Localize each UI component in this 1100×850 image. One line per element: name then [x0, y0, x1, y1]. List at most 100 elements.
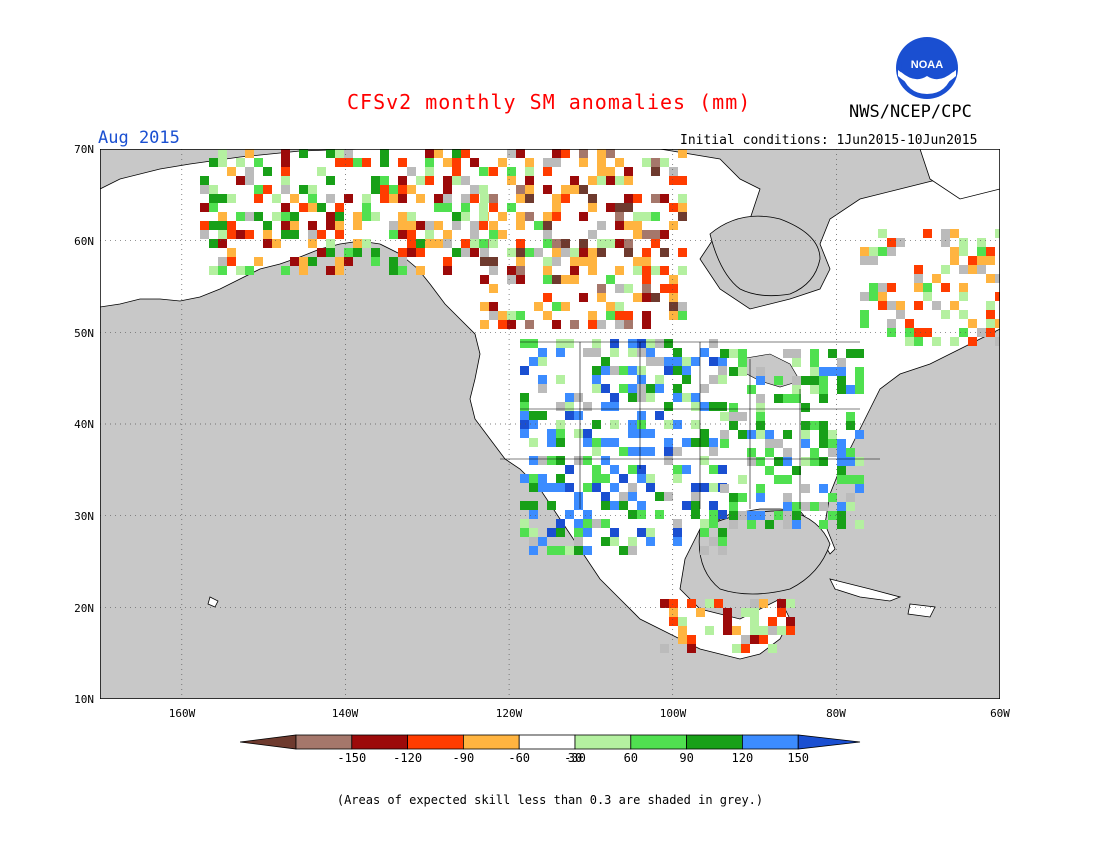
anomaly-cell [759, 626, 768, 635]
anomaly-cell [407, 239, 416, 248]
anomaly-cell [619, 474, 628, 483]
anomaly-cell [977, 256, 986, 265]
anomaly-cells [200, 149, 1000, 653]
anomaly-cell [628, 492, 637, 501]
anomaly-cell [995, 229, 1000, 238]
anomaly-cell [227, 221, 236, 230]
anomaly-cell [597, 239, 606, 248]
anomaly-cell [637, 339, 646, 348]
anomaly-cell [398, 248, 407, 257]
anomaly-cell [610, 393, 619, 402]
anomaly-cell [828, 493, 837, 502]
anomaly-cell [765, 448, 774, 457]
anomaly-cell [768, 626, 777, 635]
anomaly-cell [592, 519, 601, 528]
anomaly-cell [335, 221, 344, 230]
anomaly-cell [837, 376, 846, 385]
anomaly-cell [729, 349, 738, 358]
anomaly-cell [547, 528, 556, 537]
anomaly-cell [543, 293, 552, 302]
anomaly-cell [547, 501, 556, 510]
anomaly-cell [637, 501, 646, 510]
anomaly-cell [637, 528, 646, 537]
anomaly-cell [986, 274, 995, 283]
north-america-land [100, 149, 1000, 660]
anomaly-cell [914, 274, 923, 283]
anomaly-cell [565, 402, 574, 411]
anomaly-cell [556, 375, 565, 384]
anomaly-cell [227, 257, 236, 266]
anomaly-cell [855, 475, 864, 484]
anomaly-cell [353, 221, 362, 230]
anomaly-cell [718, 537, 727, 546]
anomaly-cell [398, 221, 407, 230]
anomaly-cell [678, 311, 687, 320]
anomaly-cell [470, 248, 479, 257]
anomaly-cell [646, 339, 655, 348]
anomaly-cell [810, 349, 819, 358]
anomaly-map [100, 149, 1000, 699]
anomaly-cell [959, 292, 968, 301]
anomaly-cell [633, 266, 642, 275]
anomaly-cell [810, 421, 819, 430]
anomaly-cell [729, 511, 738, 520]
anomaly-cell [344, 257, 353, 266]
anomaly-cell [673, 537, 682, 546]
anomaly-cell [498, 320, 507, 329]
anomaly-cell [718, 366, 727, 375]
anomaly-cell [443, 194, 452, 203]
anomaly-cell [290, 221, 299, 230]
anomaly-cell [633, 212, 642, 221]
anomaly-cell [218, 149, 227, 158]
anomaly-cell [723, 608, 732, 617]
anomaly-cell [655, 492, 664, 501]
colorbar-swatch [407, 734, 464, 750]
anomaly-cell [556, 420, 565, 429]
anomaly-cell [520, 393, 529, 402]
anomaly-cell [480, 320, 489, 329]
anomaly-cell [362, 203, 371, 212]
anomaly-cell [326, 239, 335, 248]
anomaly-cell [416, 194, 425, 203]
anomaly-cell [344, 248, 353, 257]
great-lakes [739, 353, 801, 388]
anomaly-cell [700, 348, 709, 357]
chart-title: CFSv2 monthly SM anomalies (mm) [347, 90, 752, 114]
anomaly-cell [669, 203, 678, 212]
anomaly-cell [941, 310, 950, 319]
anomaly-cell [525, 212, 534, 221]
anomaly-cell [777, 608, 786, 617]
anomaly-cell [552, 203, 561, 212]
anomaly-cell [700, 546, 709, 555]
anomaly-cell [236, 158, 245, 167]
anomaly-cell [583, 519, 592, 528]
anomaly-cell [642, 257, 651, 266]
anomaly-cell [738, 349, 747, 358]
anomaly-cell [756, 430, 765, 439]
colorbar-label: -120 [393, 751, 423, 765]
anomaly-cell [489, 284, 498, 293]
anomaly-cell [543, 311, 552, 320]
anomaly-cell [597, 293, 606, 302]
anomaly-cell [452, 149, 461, 158]
anomaly-cell [461, 239, 470, 248]
anomaly-cell [646, 483, 655, 492]
anomaly-cell [525, 194, 534, 203]
anomaly-cell [691, 438, 700, 447]
anomaly-cell [335, 266, 344, 275]
anomaly-cell [579, 158, 588, 167]
anomaly-cell [682, 393, 691, 402]
anomaly-cell [561, 275, 570, 284]
anomaly-cell [489, 311, 498, 320]
anomaly-cell [592, 438, 601, 447]
anomaly-cell [529, 474, 538, 483]
anomaly-cell [678, 203, 687, 212]
anomaly-cell [628, 465, 637, 474]
anomaly-cell [529, 528, 538, 537]
skill-note: (Areas of expected skill less than 0.3 a… [336, 793, 764, 807]
anomaly-cell [362, 158, 371, 167]
anomaly-cell [281, 221, 290, 230]
anomaly-cell [655, 339, 664, 348]
anomaly-cell [389, 194, 398, 203]
anomaly-cell [669, 617, 678, 626]
